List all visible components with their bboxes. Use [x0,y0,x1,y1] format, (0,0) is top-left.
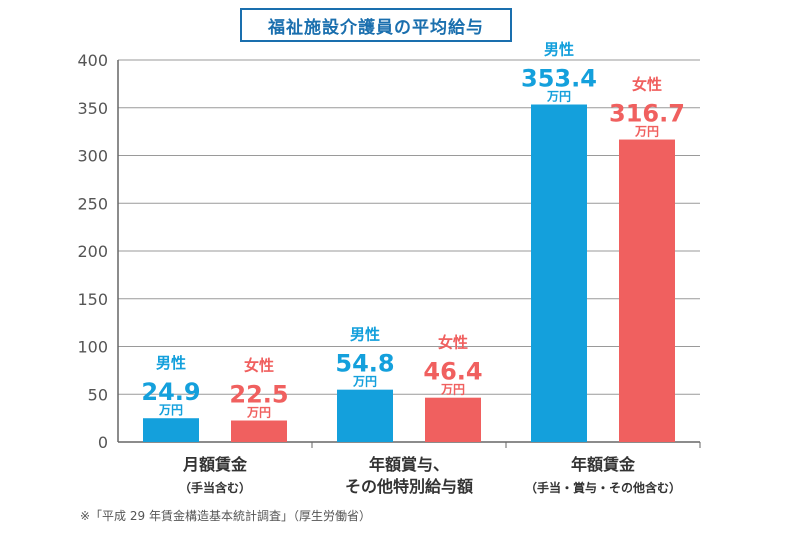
chart-title: 福祉施設介護員の平均給与 [240,8,512,42]
category-label: 年額賞与、 [369,455,449,474]
data-label-series: 男性 [156,354,186,372]
category-sublabel: その他特別給与額 [345,477,473,496]
y-tick-label: 200 [77,242,108,261]
y-tick-label: 100 [77,338,108,357]
data-label-value: 46.4 [423,358,482,386]
y-tick-label: 350 [77,99,108,118]
data-label-series: 女性 [244,357,274,375]
data-label-value: 24.9 [141,378,200,406]
data-label-unit: 万円 [246,406,271,420]
data-label-unit: 万円 [546,90,571,104]
bar-female [425,397,481,442]
data-label-unit: 万円 [634,125,659,139]
data-label-series: 女性 [438,334,468,352]
y-tick-label: 300 [77,147,108,166]
y-tick-label: 50 [88,385,108,404]
bar-male [337,389,393,442]
data-label-series: 女性 [632,76,662,94]
data-label-unit: 万円 [158,403,183,417]
category-label: 月額賃金 [182,455,248,474]
data-label-value: 54.8 [335,350,394,378]
bar-female [231,420,287,442]
y-tick-label: 0 [98,433,108,452]
y-tick-label: 150 [77,290,108,309]
category-sublabel: （手当・賞与・その他含む） [525,480,681,495]
data-label-series: 男性 [544,41,574,59]
bar-male [531,104,587,443]
data-label-series: 男性 [350,326,380,344]
category-label: 年額賃金 [571,455,636,474]
data-label-unit: 万円 [352,375,377,389]
y-tick-label: 250 [77,194,108,213]
bar-male [143,418,199,442]
y-tick-label: 400 [77,51,108,70]
data-label-unit: 万円 [440,383,465,397]
data-label-value: 316.7 [609,100,685,128]
data-label-value: 22.5 [229,381,288,409]
category-sublabel: （手当含む） [179,480,251,495]
source-note: ※「平成 29 年賃金構造基本統計調査」（厚生労働省） [80,509,371,523]
data-label-value: 353.4 [521,65,597,93]
bar-female [619,139,675,442]
